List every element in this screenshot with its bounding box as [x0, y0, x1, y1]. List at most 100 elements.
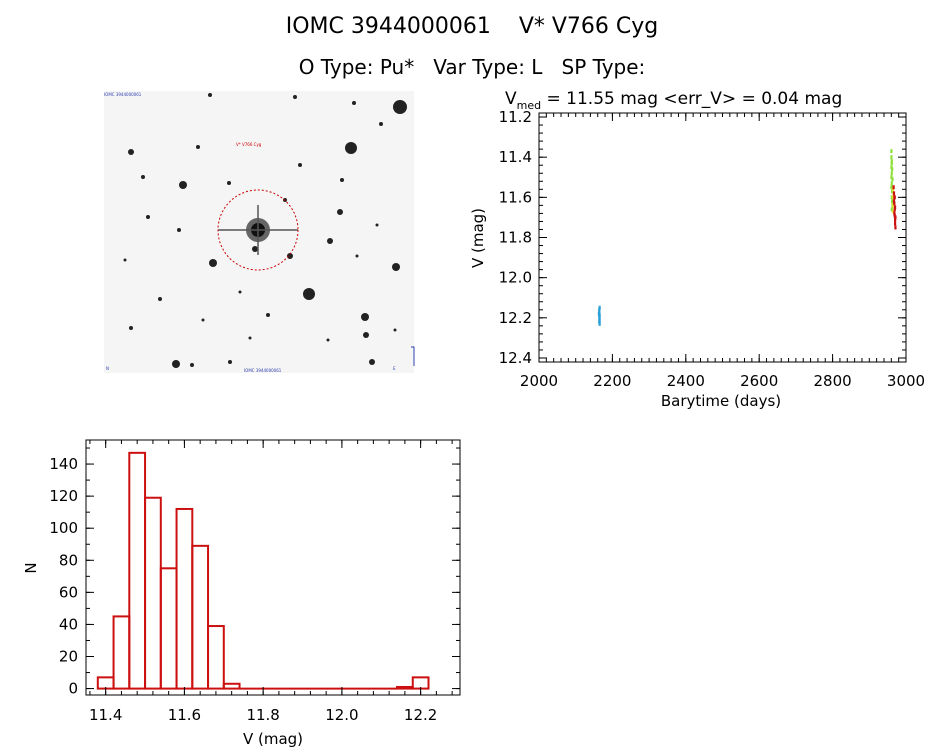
target-circle — [217, 189, 299, 271]
lc-data-point — [598, 315, 601, 320]
hist-y-axis-label: N — [22, 562, 40, 573]
lc-data-point — [892, 209, 895, 214]
hist-bar — [128, 451, 147, 690]
lc-y-tick-label: 11.8 — [499, 229, 532, 247]
hist-y-tick-label: 100 — [49, 519, 78, 537]
star — [196, 145, 200, 149]
lc-data-point — [890, 195, 893, 200]
star — [393, 328, 397, 332]
lc-data-point — [893, 201, 896, 206]
star — [190, 363, 194, 367]
star — [375, 223, 379, 227]
lc-x-tick-label: 2400 — [667, 372, 705, 390]
star — [141, 175, 145, 179]
star — [393, 100, 407, 114]
lc-data-point — [598, 319, 601, 324]
hist-y-tick-label: 40 — [59, 615, 78, 633]
hist-y-tick-label: 80 — [59, 551, 78, 569]
sky-target-label: V* V766 Cyg — [236, 142, 262, 147]
hist-y-tick-label: 120 — [49, 487, 78, 505]
lc-title-main: V — [505, 89, 517, 109]
star — [179, 181, 187, 189]
lc-data-point — [890, 159, 893, 164]
star — [361, 313, 369, 321]
lc-data-point — [890, 171, 893, 176]
hist-bar — [112, 615, 131, 690]
star-field — [123, 93, 407, 368]
lc-y-tick-label: 11.4 — [499, 148, 532, 166]
lc-data-point — [892, 191, 896, 196]
lc-data-point — [893, 213, 896, 218]
lc-data-point — [891, 177, 894, 182]
lc-title: Vmed = 11.55 mag <err_V> = 0.04 mag — [505, 89, 842, 112]
lc-data-point — [893, 221, 897, 226]
lc-data-point — [893, 207, 896, 212]
lc-data-point — [890, 149, 893, 154]
sky-bottom-left-label: N — [106, 366, 109, 371]
lc-data-point — [598, 321, 601, 326]
hist-bar — [222, 682, 241, 690]
hist-x-tick-label: 11.6 — [168, 706, 201, 724]
star — [340, 178, 344, 182]
star — [158, 297, 162, 301]
lc-data-point — [598, 307, 601, 312]
star — [363, 332, 369, 338]
lc-data-point — [598, 313, 601, 318]
star — [227, 181, 231, 185]
lc-data-point — [891, 189, 894, 194]
lc-data-point — [890, 181, 893, 186]
orientation-marker — [411, 346, 415, 366]
star — [266, 313, 270, 317]
star — [228, 360, 232, 364]
star — [146, 215, 150, 219]
star — [369, 359, 375, 365]
hist-bar — [207, 625, 225, 690]
lc-title-subscript: med — [517, 99, 541, 112]
hist-x-tick-label: 11.4 — [89, 706, 122, 724]
hist-bar — [96, 676, 115, 690]
hist-bar — [175, 507, 194, 690]
star — [327, 238, 333, 244]
chart-title-line1: IOMC 3944000061 V* V766 Cyg — [285, 14, 659, 39]
hist-x-axis-label: V (mag) — [243, 730, 303, 747]
lc-y-tick-label: 12.0 — [499, 269, 532, 287]
lc-data-point — [892, 203, 895, 208]
sky-bottom-right-label: E — [393, 366, 396, 371]
sky-bottom-label: IOMC 3944000061 — [244, 368, 282, 373]
hist-bar — [411, 676, 430, 690]
star — [287, 253, 293, 259]
hist-bar — [144, 496, 162, 690]
star — [129, 326, 133, 330]
lc-data-point — [893, 217, 897, 222]
lc-data-point — [893, 205, 897, 210]
hist-plot-frame — [85, 439, 461, 696]
lc-y-tick-label: 11.6 — [499, 188, 532, 206]
lc-data-point — [598, 305, 601, 310]
hist-bar — [159, 567, 178, 690]
hist-bar — [191, 544, 210, 690]
sky-top-left-label: IOMC 3944000061 — [104, 92, 142, 97]
lc-x-tick-label: 2200 — [593, 372, 631, 390]
chart-title-line2: O Type: Pu* Var Type: L SP Type: — [298, 55, 646, 79]
lc-y-tick-label: 12.4 — [499, 349, 532, 367]
lc-data-point — [597, 311, 601, 316]
star — [326, 338, 330, 342]
hist-y-tick-label: 0 — [68, 680, 78, 698]
lc-data-point — [892, 185, 895, 190]
lc-data-point — [894, 225, 897, 230]
lc-data-point — [892, 199, 896, 204]
lc-data-point — [890, 175, 893, 180]
lc-data-point — [890, 165, 893, 170]
star — [172, 360, 180, 368]
lc-data-point — [890, 161, 893, 166]
star — [208, 93, 212, 97]
lc-data-point — [893, 211, 896, 216]
star — [298, 163, 302, 167]
hist-y-tick-label: 20 — [59, 648, 78, 666]
star — [337, 209, 343, 215]
star — [352, 101, 356, 105]
star — [123, 258, 127, 262]
star — [209, 259, 217, 267]
lc-data-point — [891, 187, 894, 192]
